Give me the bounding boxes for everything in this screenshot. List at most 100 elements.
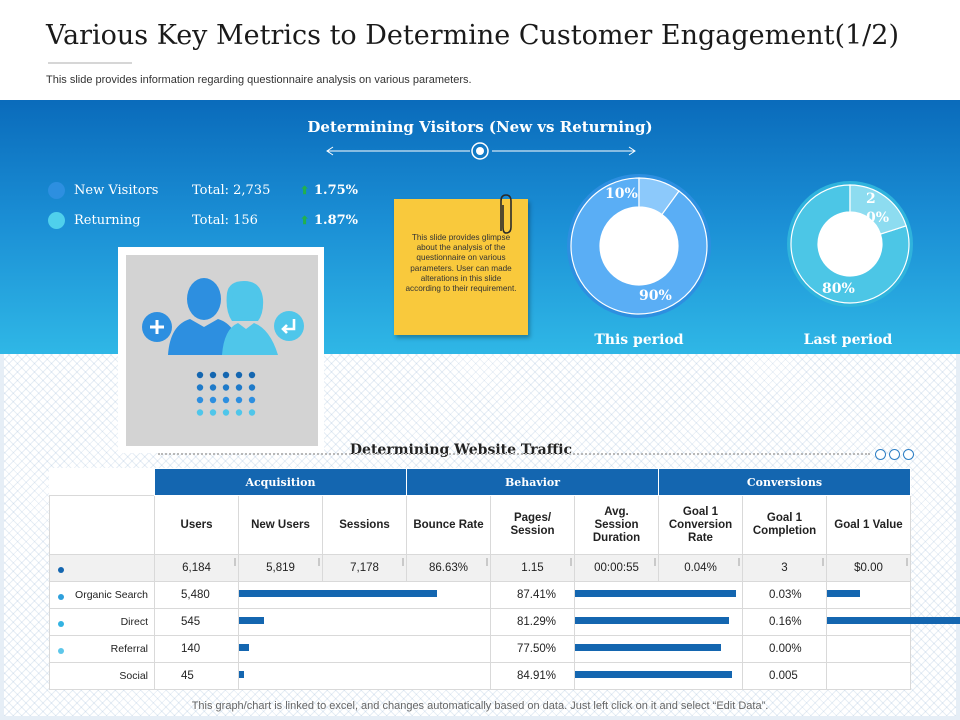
cell-text: 0.04% [684,562,717,574]
last-period-label: Last period [803,332,893,348]
grid-dot [209,384,217,391]
group-acquisition: Acquisition [154,468,407,496]
row-label: Organic Search [49,581,155,609]
bar-new-users [239,617,264,624]
pagination-dot[interactable] [889,449,900,460]
col-bounce-rate: Bounce Rate [406,495,491,555]
legend-total: Total: 156 [192,212,258,228]
users-illustration [142,278,304,416]
legend-label: New Visitors [74,182,159,198]
bar-behavior [575,644,721,651]
cell-conv-rate: 0.03% [742,581,827,609]
cell-new-users-bar [238,635,491,663]
legend-total: Total: 2,735 [192,182,271,198]
cell-new-users: 5,819 [238,554,323,582]
grid-dot [222,409,230,416]
cell-new-users-bar [238,581,491,609]
legend-change: 1.75% [314,182,359,198]
row-label-text: Social [119,670,148,682]
page-title: Various Key Metrics to Determine Custome… [46,20,899,51]
up-arrow-icon: ⬆ [300,214,310,227]
grid-dot [196,371,204,379]
bar-conversions [827,590,860,597]
grid-dot [196,384,204,391]
donut-this-small-label: 10% [605,186,638,202]
cell-value: $0.00 [826,554,911,582]
grid-dot [209,396,217,404]
cell-behavior-bar [574,662,743,690]
cell-tick [402,558,404,566]
legend-new-visitors: New Visitors Total: 2,735 ⬆ 1.75% [48,180,358,200]
col-pages-session: Pages/ Session [490,495,575,555]
grid-dot [235,409,243,416]
bar-new-users [239,671,244,678]
legend-change: 1.87% [314,212,359,228]
this-period-label: This period [594,332,684,348]
cell-bounce-rate: 81.29% [490,608,575,636]
cell-behavior-bar [574,635,743,663]
cell-text: 86.63% [428,562,468,574]
pagination-dot[interactable] [875,449,886,460]
grid-dot [209,409,217,416]
cell-conv-rate: 0.00% [742,635,827,663]
double-arrow-icon [326,142,636,160]
table-row: Direct 545 81.29% 0.16% [49,608,960,636]
header-background [0,0,960,100]
cell-tick [654,558,656,566]
cell-text: 00:00:55 [594,562,639,574]
cell-completion: 3 [742,554,827,582]
user-male-icon [168,278,240,355]
cell-users: 45 [154,662,239,690]
visitors-title: Determining Visitors (New vs Returning) [307,118,653,136]
cell-conversions-bar [826,581,911,609]
traffic-title: Determining Website Traffic [349,442,573,458]
group-conversions: Conversions [658,468,911,496]
user-female-icon [222,281,278,355]
row-label-text: Referral [110,643,148,655]
column-header-row: Users New Users Sessions Bounce Rate Pag… [49,495,911,555]
cell-conv-rate: 0.16% [742,608,827,636]
cell-users: 545 [154,608,239,636]
sticky-note: This slide provides glimpse about the an… [394,199,528,335]
pagination-dot[interactable] [903,449,914,460]
col-conv-rate: Goal 1 Conversion Rate [658,495,743,555]
cell-users: 6,184 [154,554,239,582]
cell-new-users-bar [238,662,491,690]
cell-bounce-rate: 77.50% [490,635,575,663]
grid-dot [222,371,230,379]
cell-tick [570,558,572,566]
bar-behavior [575,671,733,678]
table-row: Social 45 84.91% 0.005 [49,662,911,690]
cell-tick [822,558,824,566]
cell-conversions-bar [826,662,911,690]
cell-behavior-bar [574,608,743,636]
group-blank [50,469,155,496]
cell-text: 6,184 [182,562,211,574]
grid-dot [248,409,256,416]
plus-icon [142,312,172,342]
col-sessions: Sessions [322,495,407,555]
grid-dot [196,396,204,404]
row-dot [58,675,64,681]
cell-tick [486,558,488,566]
cell-new-users-bar [238,608,491,636]
cell-text: 7,178 [350,562,379,574]
table-row: Referral 140 77.50% 0.00% [49,635,911,663]
col-users: Users [154,495,239,555]
bar-conversions [827,617,960,624]
cell-bounce-rate: 86.63% [406,554,491,582]
grid-dot [209,371,217,379]
header-blank [49,495,155,555]
title-underline [48,62,132,64]
row-dot [58,567,64,573]
row-dot [58,648,64,654]
group-header-row: Acquisition Behavior Conversions [50,468,911,496]
col-avg-duration: Avg. Session Duration [574,495,659,555]
donut-this-large-label: 90% [639,288,672,304]
traffic-divider [158,453,870,455]
donut-this-period [567,174,711,318]
cell-conv-rate: 0.04% [658,554,743,582]
cell-sessions: 7,178 [322,554,407,582]
cell-conv-rate: 0.005 [742,662,827,690]
donut-last-period [787,181,913,307]
